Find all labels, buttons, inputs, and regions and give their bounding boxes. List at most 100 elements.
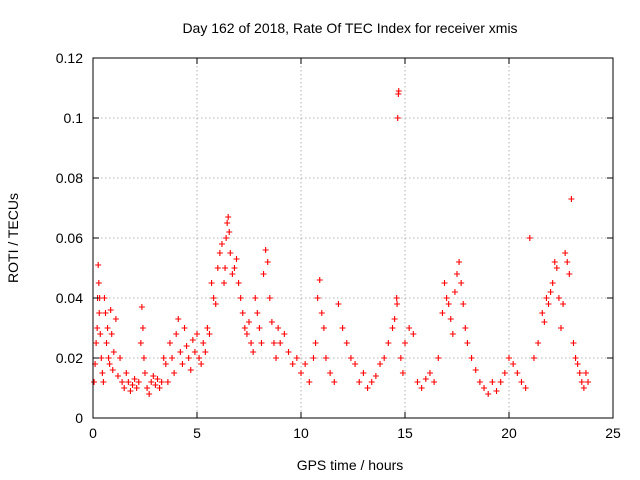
data-point [104, 325, 111, 331]
data-point [506, 355, 512, 361]
data-point [268, 319, 275, 325]
data-point [218, 241, 225, 247]
data-point [541, 319, 548, 325]
data-point [560, 301, 567, 307]
data-point [96, 310, 103, 316]
data-point [472, 367, 479, 373]
data-point [360, 370, 367, 376]
data-point [158, 379, 165, 385]
data-point [152, 382, 159, 388]
data-point [235, 280, 242, 286]
y-tick-label: 0.04 [56, 290, 83, 306]
data-point [406, 325, 413, 331]
data-point [137, 340, 144, 346]
y-tick-labels: 0 0.02 0.04 0.06 0.08 0.1 0.12 [56, 50, 83, 426]
data-point [241, 325, 248, 331]
data-point [260, 271, 267, 277]
data-point [258, 340, 265, 346]
data-point [254, 310, 261, 316]
data-point [393, 295, 400, 301]
y-tick-label: 0.06 [56, 230, 83, 246]
data-point [99, 370, 106, 376]
data-point [183, 343, 190, 349]
data-point [243, 331, 250, 337]
data-point [109, 367, 116, 373]
data-point [102, 310, 109, 316]
data-point [250, 349, 257, 355]
data-point [462, 325, 469, 331]
data-point [585, 379, 592, 385]
data-point [93, 340, 100, 346]
data-point [514, 370, 521, 376]
y-tick-label: 0.08 [56, 170, 83, 186]
data-point [97, 331, 104, 337]
data-point [164, 379, 171, 385]
data-point [200, 340, 207, 346]
data-point [210, 295, 217, 301]
data-point [166, 340, 173, 346]
data-point [173, 331, 180, 337]
data-point [449, 331, 456, 337]
data-point [150, 373, 157, 379]
data-point [368, 379, 375, 385]
data-point [216, 250, 223, 256]
data-point [510, 361, 517, 367]
data-point [231, 265, 238, 271]
data-point [535, 340, 542, 346]
data-point [246, 319, 252, 325]
data-point [476, 379, 483, 385]
axis-ticks [92, 57, 614, 419]
data-point [377, 361, 384, 367]
x-tick-label: 10 [293, 425, 309, 441]
data-point [570, 340, 577, 346]
data-point [198, 361, 205, 367]
data-point [562, 250, 569, 256]
data-point [439, 310, 446, 316]
data-point [555, 295, 562, 301]
data-point [117, 355, 124, 361]
data-point [543, 295, 550, 301]
data-point [298, 370, 304, 376]
data-point [443, 295, 450, 301]
data-point [273, 355, 280, 361]
data-point [549, 280, 556, 286]
data-point [123, 370, 130, 376]
data-point [343, 340, 350, 346]
data-point [553, 265, 560, 271]
data-point [208, 280, 215, 286]
data-point [574, 361, 581, 367]
data-point [356, 379, 363, 385]
y-tick-label: 0.12 [56, 50, 83, 66]
data-point [270, 340, 277, 346]
data-point [256, 325, 263, 331]
x-tick-label: 15 [397, 425, 413, 441]
data-point [146, 391, 153, 397]
data-point [266, 295, 273, 301]
data-point [530, 355, 537, 361]
data-point [148, 379, 155, 385]
data-point [202, 349, 209, 355]
data-point [464, 340, 471, 346]
data-point [156, 385, 163, 391]
data-point [185, 355, 192, 361]
data-point [179, 361, 186, 367]
data-point [94, 325, 101, 331]
data-point [140, 355, 147, 361]
x-axis-label: GPS time / hours [297, 457, 404, 473]
data-point [95, 280, 102, 286]
data-point [391, 316, 398, 322]
data-point [229, 271, 236, 277]
data-point [275, 325, 282, 331]
data-point [327, 370, 334, 376]
x-tick-label: 5 [193, 425, 201, 441]
data-point [225, 214, 232, 220]
data-point [451, 289, 458, 295]
data-point [154, 376, 161, 382]
data-point [410, 331, 417, 337]
data-point [447, 316, 454, 322]
data-point [264, 259, 271, 265]
data-point [539, 310, 546, 316]
data-point [177, 349, 184, 355]
data-point [160, 355, 167, 361]
